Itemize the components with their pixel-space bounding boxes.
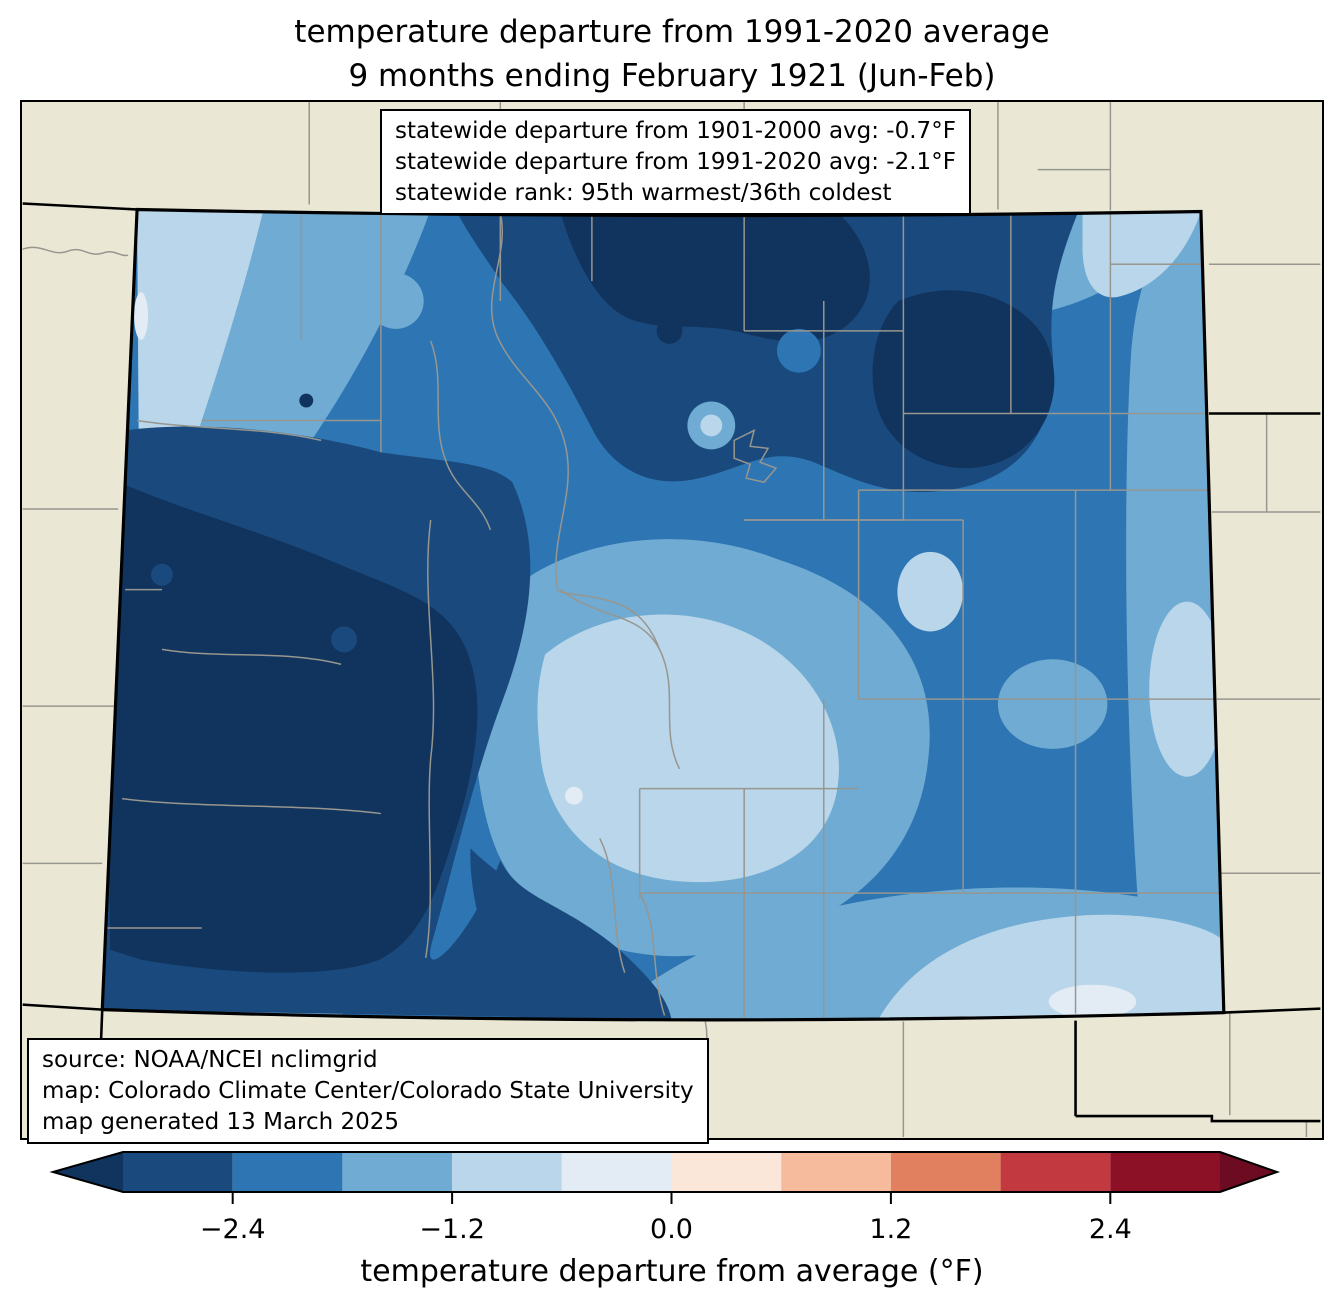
contour-se-mild-spot [1048, 984, 1137, 1019]
neighbor-state-borders [22, 202, 1321, 1137]
colorbar-seg-7 [890, 1152, 1001, 1192]
tick-label-2: 0.0 [650, 1214, 693, 1245]
colorbar-seg-6 [781, 1152, 891, 1192]
colorbar-outline [49, 1151, 1281, 1193]
tick-label-0: −2.4 [200, 1214, 266, 1245]
contour-west-coldest-core [106, 480, 478, 973]
title-line-2: 9 months ending February 1921 (Jun-Feb) [348, 58, 996, 95]
colorbar-axis-label: temperature departure from average (°F) [360, 1254, 983, 1289]
colorbar-over-arrow [1220, 1152, 1277, 1192]
source-line-1: source: NOAA/NCEI nclimgrid [42, 1047, 378, 1073]
stats-line-3: statewide rank: 95th warmest/36th coldes… [395, 179, 892, 206]
contour-small-cold-spot-1 [656, 317, 683, 344]
contour-east-pale-band [1149, 601, 1224, 777]
figure-title: temperature departure from 1991-2020 ave… [0, 10, 1344, 98]
stats-line-1: statewide departure from 1901-2000 avg: … [395, 118, 956, 144]
stats-line-2: statewide departure from 1991-2020 avg: … [395, 148, 956, 175]
colorbar-seg-4 [561, 1152, 672, 1192]
contour-small-light-spot-3 [776, 328, 821, 373]
source-line-3: map generated 13 March 2025 [42, 1108, 400, 1135]
colorbar-seg-2 [342, 1152, 453, 1192]
colorbar-tick-labels: −2.4 −1.2 0.0 1.2 2.4 [200, 1214, 1132, 1245]
colorbar-seg-8 [1000, 1152, 1111, 1192]
title-line-1: temperature departure from 1991-2020 ave… [294, 14, 1050, 50]
colorado-map [22, 102, 1321, 1137]
colorbar-segments [53, 1152, 1277, 1192]
source-box: source: NOAA/NCEI nclimgrid map: Colorad… [27, 1038, 709, 1145]
contour-valley-mild-spot [565, 786, 583, 805]
tick-label-4: 2.4 [1089, 1214, 1132, 1245]
tick-label-3: 1.2 [869, 1214, 912, 1245]
contour-ne-corner-pale [1082, 211, 1201, 298]
colorbar-tick-marks [231, 1192, 1112, 1204]
contour-north-coldest-core [560, 211, 870, 342]
contour-ne-coldest-core [872, 290, 1055, 469]
contour-small-cold-spot-2 [299, 393, 314, 408]
contour-west-pale-sliver [134, 292, 149, 340]
colorbar-seg-5 [671, 1152, 782, 1192]
colorbar-seg-9 [1110, 1152, 1220, 1192]
colorbar-seg-3 [452, 1152, 562, 1192]
source-line-2: map: Colorado Climate Center/Colorado St… [42, 1077, 694, 1104]
colorado-county-lines [106, 213, 1224, 1020]
contour-east-light-blob [997, 659, 1108, 749]
contour-fills [102, 209, 1224, 1020]
contour-nw-light-circle [367, 273, 424, 329]
colorbar: −2.4 −1.2 0.0 1.2 2.4 temperature depart… [49, 1151, 1281, 1289]
contour-se-pale [876, 914, 1224, 1020]
contour-south-dark-tongue [470, 848, 668, 1020]
colorbar-under-arrow [53, 1152, 123, 1192]
stats-box: statewide departure from 1901-2000 avg: … [380, 109, 971, 216]
tick-label-1: −1.2 [419, 1214, 485, 1245]
contour-east-pale-oval [897, 551, 964, 632]
contour-south-center-pale [537, 614, 839, 883]
contour-small-light-spot-1 [331, 626, 358, 653]
contour-small-light-spot-2 [151, 563, 173, 586]
colorbar-seg-0 [123, 1152, 233, 1192]
colorbar-seg-1 [232, 1152, 343, 1192]
contour-denver-pale-core [700, 414, 723, 437]
map-canvas [20, 100, 1324, 1140]
